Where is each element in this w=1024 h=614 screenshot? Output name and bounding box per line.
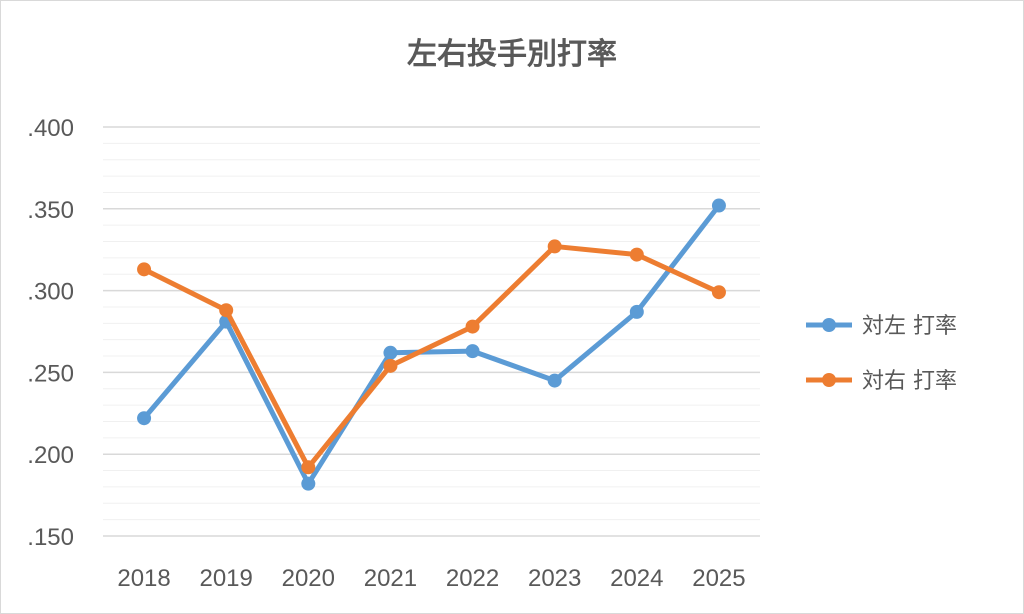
y-tick-label: .200 bbox=[27, 442, 74, 469]
y-tick-label: .250 bbox=[27, 360, 74, 387]
series-line bbox=[141, 203, 722, 487]
x-tick-label: 2024 bbox=[610, 565, 663, 592]
x-axis-ticks: 2018 2019 2020 2021 2022 2023 2024 2025 bbox=[117, 565, 745, 592]
y-tick-label: .300 bbox=[27, 279, 74, 306]
data-point bbox=[465, 319, 480, 334]
x-tick-label: 2020 bbox=[282, 565, 335, 592]
x-tick-label: 2021 bbox=[364, 565, 417, 592]
data-point bbox=[629, 304, 644, 319]
data-point bbox=[711, 198, 726, 213]
chart-title: 左右投手別打率 bbox=[407, 37, 617, 72]
data-point bbox=[137, 262, 152, 277]
legend-item: 対右 打率 bbox=[806, 369, 957, 394]
x-tick-label: 2022 bbox=[446, 565, 499, 592]
gridlines bbox=[103, 126, 760, 537]
data-point bbox=[383, 358, 398, 373]
data-point bbox=[465, 344, 480, 359]
x-tick-label: 2018 bbox=[117, 565, 170, 592]
data-point bbox=[547, 239, 562, 254]
data-point bbox=[711, 285, 726, 300]
series-1 bbox=[137, 198, 726, 491]
x-tick-label: 2019 bbox=[199, 565, 252, 592]
x-tick-label: 2023 bbox=[528, 565, 581, 592]
data-point bbox=[301, 460, 316, 475]
data-point bbox=[547, 373, 562, 388]
legend-marker-icon bbox=[822, 373, 836, 387]
legend-label: 対右 打率 bbox=[862, 369, 957, 394]
series-2 bbox=[137, 239, 726, 475]
legend-item: 対左 打率 bbox=[806, 314, 957, 339]
series-line bbox=[141, 243, 722, 470]
legend-label: 対左 打率 bbox=[862, 314, 957, 339]
data-point bbox=[301, 476, 316, 491]
data-point bbox=[383, 345, 398, 360]
series-group bbox=[137, 198, 726, 491]
legend-marker-icon bbox=[822, 318, 836, 332]
y-tick-label: .400 bbox=[27, 115, 74, 142]
y-tick-label: .150 bbox=[27, 524, 74, 551]
y-axis-ticks: .150 .200 .250 .300 .350 .400 bbox=[27, 115, 74, 551]
data-point bbox=[629, 247, 644, 262]
data-point bbox=[219, 303, 234, 318]
x-tick-label: 2025 bbox=[692, 565, 745, 592]
y-tick-label: .350 bbox=[27, 197, 74, 224]
data-point bbox=[137, 411, 152, 426]
